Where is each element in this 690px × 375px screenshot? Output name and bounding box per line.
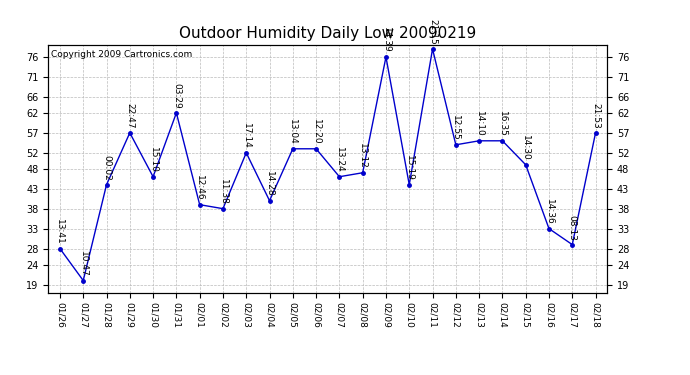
Text: 14:36: 14:36 [544, 199, 553, 225]
Text: 08:13: 08:13 [568, 214, 577, 240]
Text: 22:47: 22:47 [126, 103, 135, 129]
Text: 16:35: 16:35 [498, 111, 507, 136]
Text: 14:30: 14:30 [521, 135, 530, 160]
Text: Copyright 2009 Cartronics.com: Copyright 2009 Cartronics.com [51, 50, 193, 59]
Text: 10:47: 10:47 [79, 251, 88, 276]
Title: Outdoor Humidity Daily Low 20090219: Outdoor Humidity Daily Low 20090219 [179, 26, 476, 41]
Text: 13:04: 13:04 [288, 119, 297, 145]
Text: 15:10: 15:10 [148, 147, 157, 172]
Text: 17:14: 17:14 [241, 123, 250, 148]
Text: 21:15: 21:15 [428, 19, 437, 45]
Text: 14:39: 14:39 [382, 27, 391, 53]
Text: 03:29: 03:29 [172, 83, 181, 109]
Text: 21:53: 21:53 [591, 103, 600, 129]
Text: 00:02: 00:02 [102, 155, 111, 180]
Text: 13:41: 13:41 [55, 219, 64, 245]
Text: 12:46: 12:46 [195, 175, 204, 201]
Text: 14:28: 14:28 [265, 171, 274, 196]
Text: 11:38: 11:38 [219, 178, 228, 204]
Text: 12:20: 12:20 [312, 119, 321, 145]
Text: 15:19: 15:19 [405, 154, 414, 180]
Text: 13:12: 13:12 [358, 143, 367, 169]
Text: 14:10: 14:10 [475, 111, 484, 136]
Text: 12:55: 12:55 [451, 115, 460, 141]
Text: 13:24: 13:24 [335, 147, 344, 172]
